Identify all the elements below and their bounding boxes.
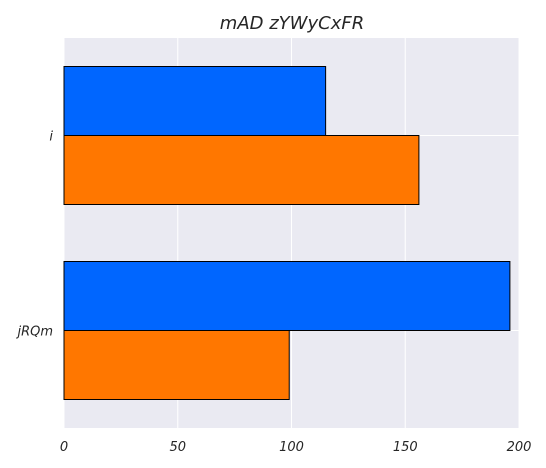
x-tick-label: 100 [279, 440, 304, 455]
bars [63, 66, 511, 400]
x-tick-label: 200 [507, 440, 532, 455]
bar-i-series-2 [63, 135, 420, 205]
x-tick-label: 150 [393, 440, 418, 455]
y-tick-label: jRQm [15, 325, 53, 340]
bar-jrqm-series-2 [63, 330, 290, 400]
bar-i-series-1 [63, 66, 327, 136]
x-tick-label: 0 [60, 440, 68, 455]
bar-jrqm-series-1 [63, 261, 511, 331]
y-tick-label: i [49, 130, 53, 145]
chart-title: mAD zYWyCxFR [220, 13, 364, 34]
x-tick-label: 50 [169, 440, 186, 455]
axis-ticks: i jRQm 0 50 100 150 200 [15, 130, 531, 456]
